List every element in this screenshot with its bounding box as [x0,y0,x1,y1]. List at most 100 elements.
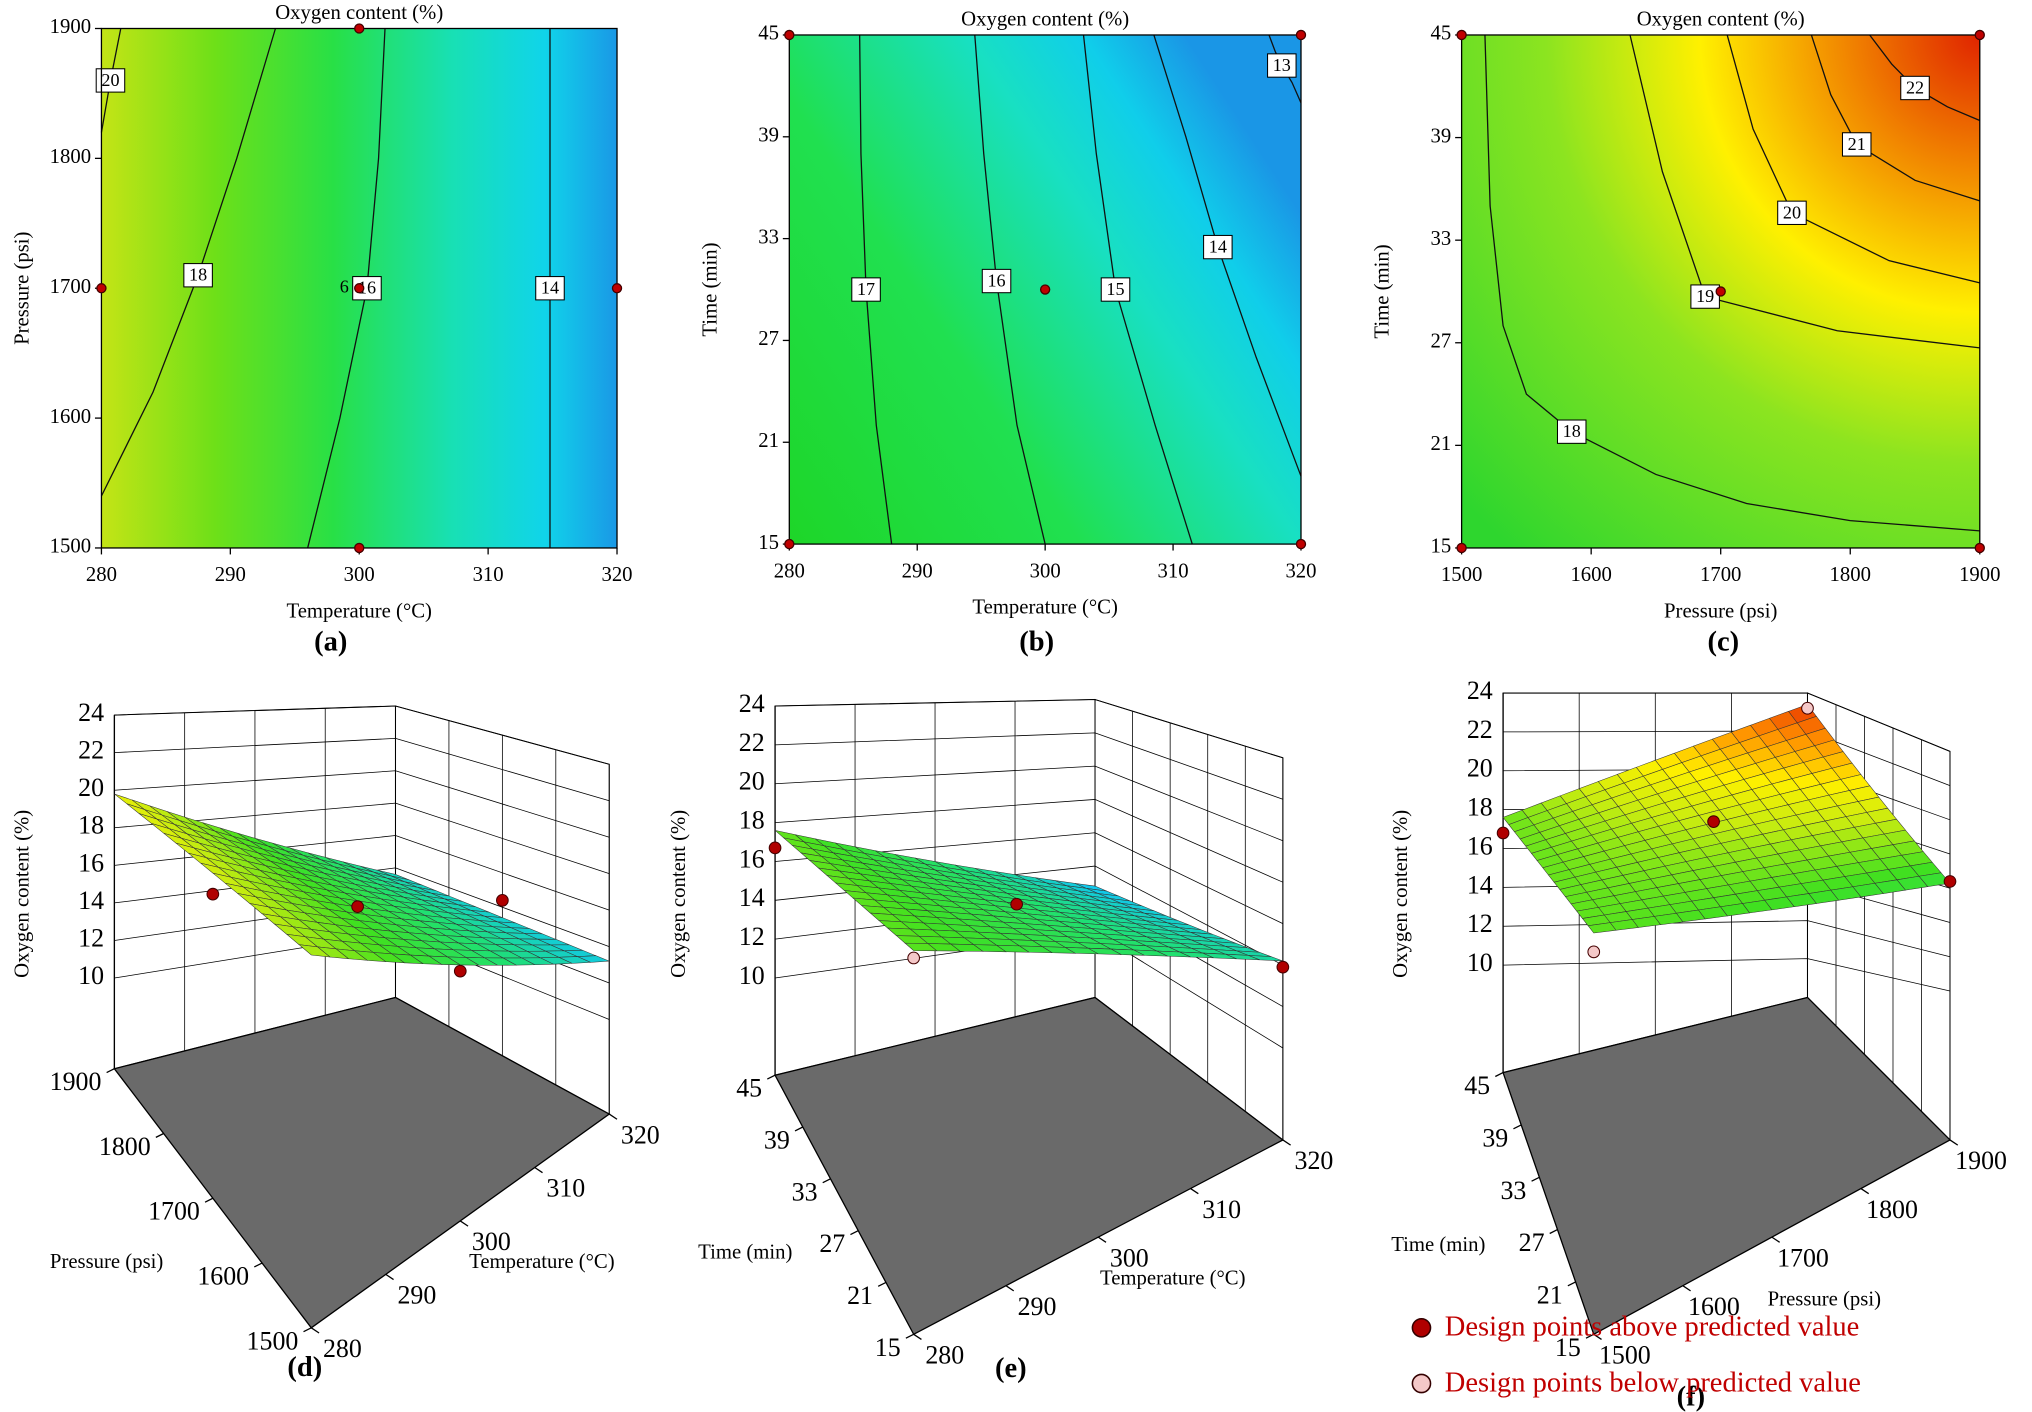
caption: (a) [314,626,347,657]
x-tick-label: 1800 [1830,564,1871,586]
y-tick-label: 15 [875,1333,901,1362]
y-axis-label: Time (min) [1391,1234,1485,1256]
panel: 17 16 15 14 13 280 290 300 310 320 15 21 27 33 39 45 Oxy… [699,8,1316,657]
z-tick-label: 20 [1467,754,1493,783]
design-point [496,894,509,907]
caption: (e) [995,1353,1027,1384]
x-axis-label: Temperature (°C) [286,600,431,622]
y-tick-label: 1600 [197,1262,249,1291]
z-tick-label: 22 [78,736,104,765]
contour-label: 15 [1106,279,1124,299]
x-tick-label: 310 [473,564,504,586]
contour-label-box [1690,284,1720,309]
panel: 10 12 14 16 18 20 22 24 280 290 300 310 320 1500 1600 1… [11,698,659,1383]
design-point [354,23,365,34]
y-tick-label: 33 [1501,1176,1527,1205]
y-tick-label: 39 [1482,1123,1508,1152]
x-tick-label: 320 [1295,1146,1334,1175]
x-tick-label: 300 [344,564,375,586]
y-tick-label: 39 [764,1125,790,1154]
design-point [611,283,623,294]
x-tick-label: 300 [472,1227,511,1256]
y-tick-label: 1500 [247,1326,299,1355]
z-tick-label: 20 [739,767,765,796]
x-axis-label: Pressure (psi) [1768,1288,1881,1310]
y-tick [1495,1072,1504,1078]
x-tick-label: 1900 [1955,1146,2007,1175]
contour-label: 17 [857,279,875,299]
contour-label-box [535,276,565,301]
design-point [1456,29,1467,41]
x-tick-label: 1600 [1570,564,1611,586]
contour-label: 13 [1273,55,1291,75]
surface-cell [1587,922,1617,934]
x-tick-label: 1700 [1777,1243,1829,1272]
y-tick-label: 15 [1431,536,1452,558]
y-tick [1567,1281,1576,1287]
x-tick-label: 280 [86,564,117,586]
design-point [1801,701,1814,715]
x-tick-label: 290 [397,1281,436,1310]
x-tick-label: 1900 [1959,564,2000,586]
z-tick-label: 10 [78,961,104,990]
x-tick-label: 1600 [1688,1292,1740,1321]
z-tick-label: 18 [1467,793,1493,822]
design-point [1276,960,1290,974]
z-tick-label: 18 [739,806,765,835]
y-tick [1549,1229,1558,1235]
surface-cell [298,944,331,958]
y-tick-label: 21 [847,1281,873,1310]
design-point [784,538,795,550]
x-tick-label: 1500 [1441,564,1482,586]
panel: 10 12 14 16 18 20 22 24 280 290 300 310 320 152127333… [668,689,1333,1384]
design-point [206,887,220,901]
y-tick-label: 1800 [50,146,91,168]
y-tick [254,1262,263,1268]
y-tick [905,1333,914,1339]
y-tick [877,1281,887,1287]
x-tick [1190,1188,1199,1195]
y-tick-label: 33 [1431,228,1452,250]
y-tick-label: 33 [792,1177,818,1206]
design-point [1715,286,1726,297]
contour-label-box [95,68,126,93]
legend-marker [1411,1317,1432,1338]
design-point [907,951,921,965]
x-tick-label: 1700 [1700,564,1741,586]
x-axis-label: Pressure (psi) [1664,600,1777,622]
y-tick [1513,1124,1522,1130]
chart-title: Oxygen content (%) [1637,8,1805,30]
x-tick-label: 1800 [1866,1195,1918,1224]
legend-marker [1411,1373,1432,1394]
floor [774,996,1285,1336]
panel: 18 19 20 21 22 1500 1600 1700 1800 1900 15 21 27 33 39… [1372,8,2001,657]
x-tick [1005,1285,1015,1292]
design-point [354,542,365,554]
y-axis-label: Pressure (psi) [50,1251,163,1273]
chart-title: Oxygen content (%) [961,8,1129,30]
z-tick-label: 22 [739,728,765,757]
x-tick-label: 280 [774,560,805,582]
x-tick [1860,1188,1870,1195]
y-tick-label: 21 [1431,433,1452,455]
annotation: 6 [340,276,349,296]
contour-label-box [851,277,881,302]
x-tick [608,1113,618,1120]
panel: 10 12 14 16 18 20 22 24 1500 1600 1700 1800 1900 15 21… [1390,676,2007,1412]
design-point [351,900,364,913]
design-point [354,283,365,294]
z-tick-label: 16 [78,848,104,877]
z-axis-label: Oxygen content (%) [668,810,690,978]
contour-label: 14 [1209,237,1227,257]
x-tick [534,1166,543,1174]
y-axis-label: Time (min) [698,1242,792,1264]
design-point [768,841,782,855]
design-point [96,283,107,294]
contour-label: 21 [1848,134,1866,154]
x-tick-label: 310 [1202,1195,1241,1224]
z-tick-label: 20 [78,773,104,802]
contour-label-box [1841,132,1872,157]
design-point [453,964,467,978]
plot-frame [788,34,1302,545]
x-tick [1593,1333,1602,1340]
